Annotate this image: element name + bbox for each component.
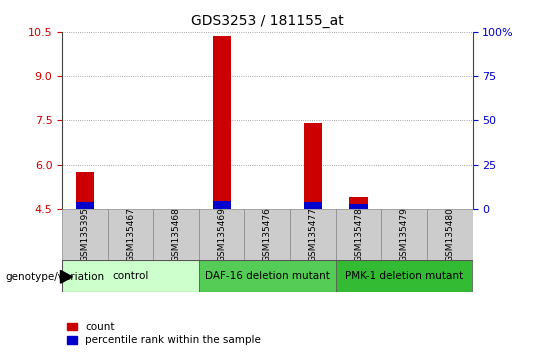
Bar [213, 36, 231, 209]
Bar [304, 123, 322, 209]
Text: control: control [112, 271, 148, 281]
Bar [349, 205, 368, 209]
Text: GSM135477: GSM135477 [308, 207, 318, 262]
Text: GSM135395: GSM135395 [80, 207, 90, 262]
Text: GSM135478: GSM135478 [354, 207, 363, 262]
Bar [245, 209, 290, 260]
Bar [107, 209, 153, 260]
Bar [199, 260, 336, 292]
Bar [336, 209, 381, 260]
Text: PMK-1 deletion mutant: PMK-1 deletion mutant [345, 271, 463, 281]
Bar [76, 172, 94, 209]
Text: GSM135468: GSM135468 [172, 207, 180, 262]
Text: GSM135480: GSM135480 [445, 207, 454, 262]
Bar [336, 260, 472, 292]
Text: GSM135469: GSM135469 [217, 207, 226, 262]
Text: GSM135476: GSM135476 [263, 207, 272, 262]
Text: GSM135467: GSM135467 [126, 207, 135, 262]
Bar [62, 209, 107, 260]
Bar [349, 197, 368, 209]
Polygon shape [60, 270, 72, 283]
Legend: count, percentile rank within the sample: count, percentile rank within the sample [68, 322, 261, 345]
Bar [153, 209, 199, 260]
Bar [290, 209, 336, 260]
Bar [381, 209, 427, 260]
Bar [76, 202, 94, 209]
Title: GDS3253 / 181155_at: GDS3253 / 181155_at [191, 14, 343, 28]
Bar [62, 260, 199, 292]
Bar [199, 209, 245, 260]
Bar [304, 202, 322, 209]
Bar [427, 209, 472, 260]
Text: genotype/variation: genotype/variation [5, 272, 105, 282]
Bar [213, 201, 231, 209]
Text: DAF-16 deletion mutant: DAF-16 deletion mutant [205, 271, 330, 281]
Text: GSM135479: GSM135479 [400, 207, 409, 262]
